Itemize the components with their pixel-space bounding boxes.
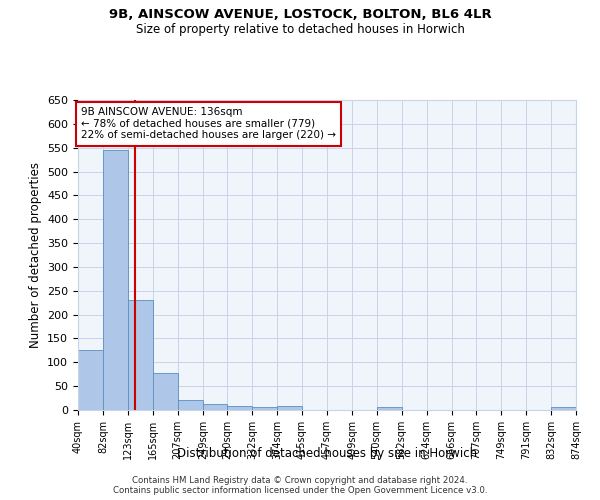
Bar: [203, 404, 227, 410]
Bar: [128, 300, 152, 410]
Text: 9B AINSCOW AVENUE: 136sqm
← 78% of detached houses are smaller (779)
22% of semi: 9B AINSCOW AVENUE: 136sqm ← 78% of detac…: [81, 107, 336, 140]
Text: 9B, AINSCOW AVENUE, LOSTOCK, BOLTON, BL6 4LR: 9B, AINSCOW AVENUE, LOSTOCK, BOLTON, BL6…: [109, 8, 491, 20]
Bar: [277, 406, 302, 410]
Bar: [103, 150, 128, 410]
Bar: [152, 373, 178, 410]
Text: Contains HM Land Registry data © Crown copyright and database right 2024.
Contai: Contains HM Land Registry data © Crown c…: [113, 476, 487, 495]
Bar: [253, 406, 277, 410]
Bar: [551, 406, 576, 410]
Y-axis label: Number of detached properties: Number of detached properties: [29, 162, 41, 348]
Bar: [377, 406, 401, 410]
Bar: [78, 350, 103, 410]
Bar: [178, 400, 203, 410]
Text: Distribution of detached houses by size in Horwich: Distribution of detached houses by size …: [177, 448, 477, 460]
Text: Size of property relative to detached houses in Horwich: Size of property relative to detached ho…: [136, 22, 464, 36]
Bar: [227, 406, 253, 410]
